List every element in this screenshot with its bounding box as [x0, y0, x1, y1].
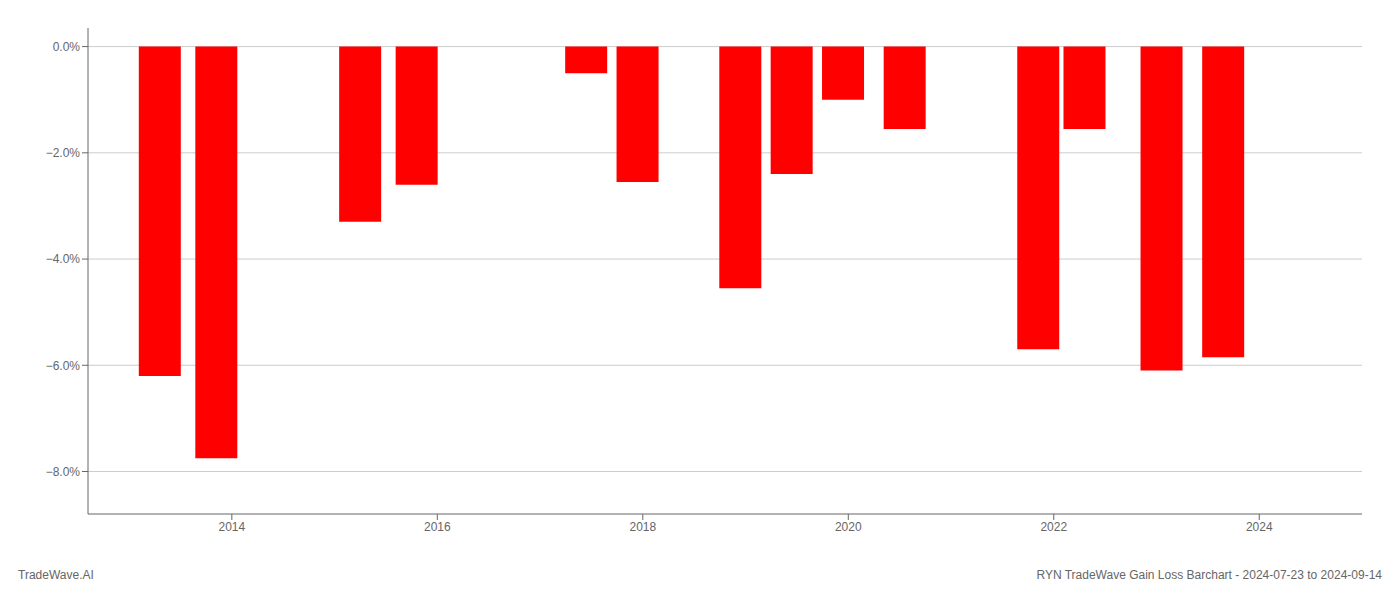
html-text:TradeWave.AI: TradeWave.AI	[18, 568, 94, 582]
svg-text:2014: 2014	[218, 520, 245, 534]
svg-text:2022: 2022	[1040, 520, 1067, 534]
svg-text:2020: 2020	[835, 520, 862, 534]
svg-text:2024: 2024	[1246, 520, 1273, 534]
svg-text:2018: 2018	[629, 520, 656, 534]
html-text:RYN TradeWave Gain Loss Barcha: RYN TradeWave Gain Loss Barchart - 2024-…	[1036, 568, 1382, 582]
svg-text:−2.0%: −2.0%	[46, 146, 81, 160]
svg-text:−4.0%: −4.0%	[46, 252, 81, 266]
svg-text:0.0%: 0.0%	[53, 40, 81, 54]
svg-text:−8.0%: −8.0%	[46, 465, 81, 479]
svg-text:−6.0%: −6.0%	[46, 359, 81, 373]
svg-text:2016: 2016	[424, 520, 451, 534]
